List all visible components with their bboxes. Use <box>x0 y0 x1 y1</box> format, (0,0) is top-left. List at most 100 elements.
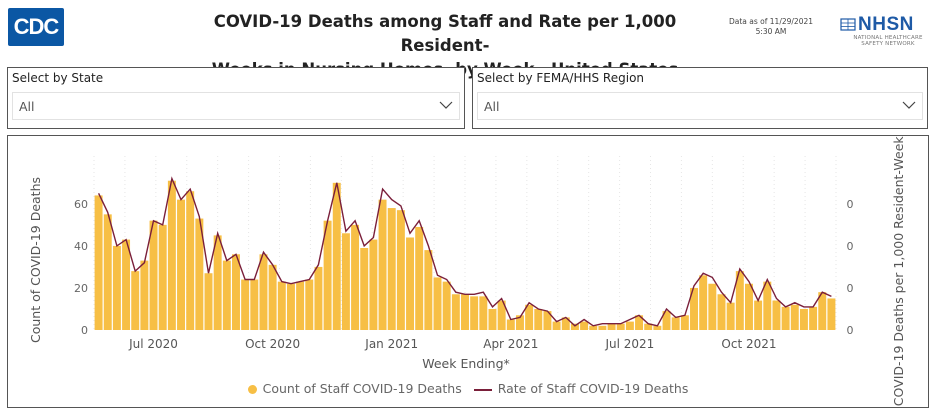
x-tick-label: Oct 2021 <box>721 337 776 351</box>
bar <box>131 271 140 330</box>
state-filter-value: All <box>19 99 35 114</box>
y-tick-label: 20 <box>74 282 88 295</box>
data-as-of-time: 5:30 AM <box>755 27 787 36</box>
bar <box>259 254 268 330</box>
region-filter-label: Select by FEMA/HHS Region <box>477 71 645 85</box>
state-filter-label: Select by State <box>12 71 104 85</box>
bar <box>479 296 488 330</box>
bar <box>158 224 167 330</box>
chevron-down-icon[interactable] <box>439 98 453 112</box>
bar <box>488 308 497 330</box>
bar <box>744 283 753 330</box>
bar <box>451 294 460 330</box>
nhsn-logo-word: NHSN <box>858 14 914 35</box>
nhsn-mark-icon <box>840 18 856 31</box>
bar <box>222 260 231 330</box>
y-axis-right-title: COVID-19 Deaths per 1,000 Resident-Weeks <box>891 136 906 406</box>
x-tick-label: Jul 2021 <box>604 337 654 351</box>
bar <box>314 266 323 330</box>
y-axis-title: Count of COVID-19 Deaths <box>28 177 43 343</box>
data-as-of: Data as of 11/29/2021 5:30 AM <box>716 17 826 37</box>
legend-item-count[interactable]: Count of Staff COVID-19 Deaths <box>247 381 462 396</box>
bar <box>195 218 204 330</box>
bar <box>818 292 827 330</box>
bar-series <box>94 180 836 330</box>
bar <box>616 323 625 330</box>
bar <box>268 264 277 330</box>
bar <box>525 304 534 330</box>
x-tick-label: Jan 2021 <box>364 337 418 351</box>
bar <box>112 245 121 330</box>
bar <box>644 323 653 330</box>
bar <box>296 281 305 330</box>
bar <box>396 210 405 330</box>
bar <box>506 319 515 330</box>
bar <box>781 306 790 330</box>
bar <box>177 199 186 330</box>
bar <box>341 233 350 330</box>
bar <box>277 281 286 330</box>
y-right-tick-label: 0 <box>847 240 854 253</box>
bar <box>552 321 561 330</box>
bar <box>122 239 131 330</box>
bar <box>433 277 442 330</box>
bar <box>570 323 579 330</box>
bar <box>186 191 195 330</box>
x-axis-title: Week Ending* <box>422 356 510 371</box>
region-filter-dropdown[interactable]: All <box>477 92 923 120</box>
deaths-chart: 0 20 40 60 0 0 0 0 Jul 2020 Oct 2020 Jan 2021 Apr… <box>28 136 906 406</box>
bar <box>470 296 479 330</box>
legend-item-rate[interactable]: Rate of Staff COVID-19 Deaths <box>473 381 688 396</box>
bar <box>149 220 158 330</box>
bar <box>754 300 763 330</box>
x-tick-label: Oct 2020 <box>245 337 300 351</box>
right-axis-ticks: 0 0 0 0 <box>847 198 854 337</box>
bar <box>809 306 818 330</box>
bar <box>94 195 103 330</box>
state-filter: Select by State All <box>7 67 465 129</box>
bar <box>827 298 836 330</box>
y-right-tick-label: 0 <box>847 282 854 295</box>
bar <box>241 279 250 330</box>
bar <box>360 248 369 330</box>
bar <box>167 180 176 330</box>
nhsn-logo-subtitle-line-1: NATIONAL HEALTHCARE <box>853 35 923 41</box>
chart-panel: 0 20 40 60 0 0 0 0 Jul 2020 Oct 2020 Jan 2021 Apr… <box>7 135 929 408</box>
bar <box>653 325 662 330</box>
y-right-tick-label: 0 <box>847 324 854 337</box>
bar <box>406 237 415 330</box>
bar <box>635 315 644 330</box>
nhsn-logo: NHSN NATIONAL HEALTHCARE SAFETY NETWORK <box>840 14 932 48</box>
y-tick-label: 60 <box>74 198 88 211</box>
chevron-down-icon[interactable] <box>902 98 916 112</box>
x-tick-label: Jul 2020 <box>128 337 178 351</box>
chart-legend: Count of Staff COVID-19 Deaths Rate of S… <box>8 380 928 396</box>
left-axis-ticks: 0 20 40 60 <box>74 198 88 337</box>
bar <box>369 239 378 330</box>
bar <box>790 304 799 330</box>
bar <box>598 325 607 330</box>
bar <box>625 321 634 330</box>
bar <box>515 315 524 330</box>
y-tick-label: 0 <box>81 324 88 337</box>
bar <box>204 273 213 330</box>
state-filter-dropdown[interactable]: All <box>12 92 460 120</box>
bar <box>799 308 808 330</box>
bar <box>543 311 552 330</box>
nhsn-logo-subtitle: NATIONAL HEALTHCARE SAFETY NETWORK <box>843 35 933 47</box>
bar <box>690 287 698 330</box>
bar <box>415 226 424 330</box>
bar <box>763 281 772 330</box>
bar <box>387 208 396 330</box>
bar <box>699 275 708 330</box>
rate-line <box>97 176 832 327</box>
bar <box>305 279 314 330</box>
bar <box>662 311 671 330</box>
bar <box>534 308 543 330</box>
legend-line-icon <box>473 388 492 391</box>
cdc-logo: CDC <box>8 8 64 46</box>
data-as-of-date: Data as of 11/29/2021 <box>728 17 814 26</box>
bar <box>497 300 506 330</box>
bar <box>424 250 433 330</box>
y-right-tick-label: 0 <box>847 198 854 211</box>
